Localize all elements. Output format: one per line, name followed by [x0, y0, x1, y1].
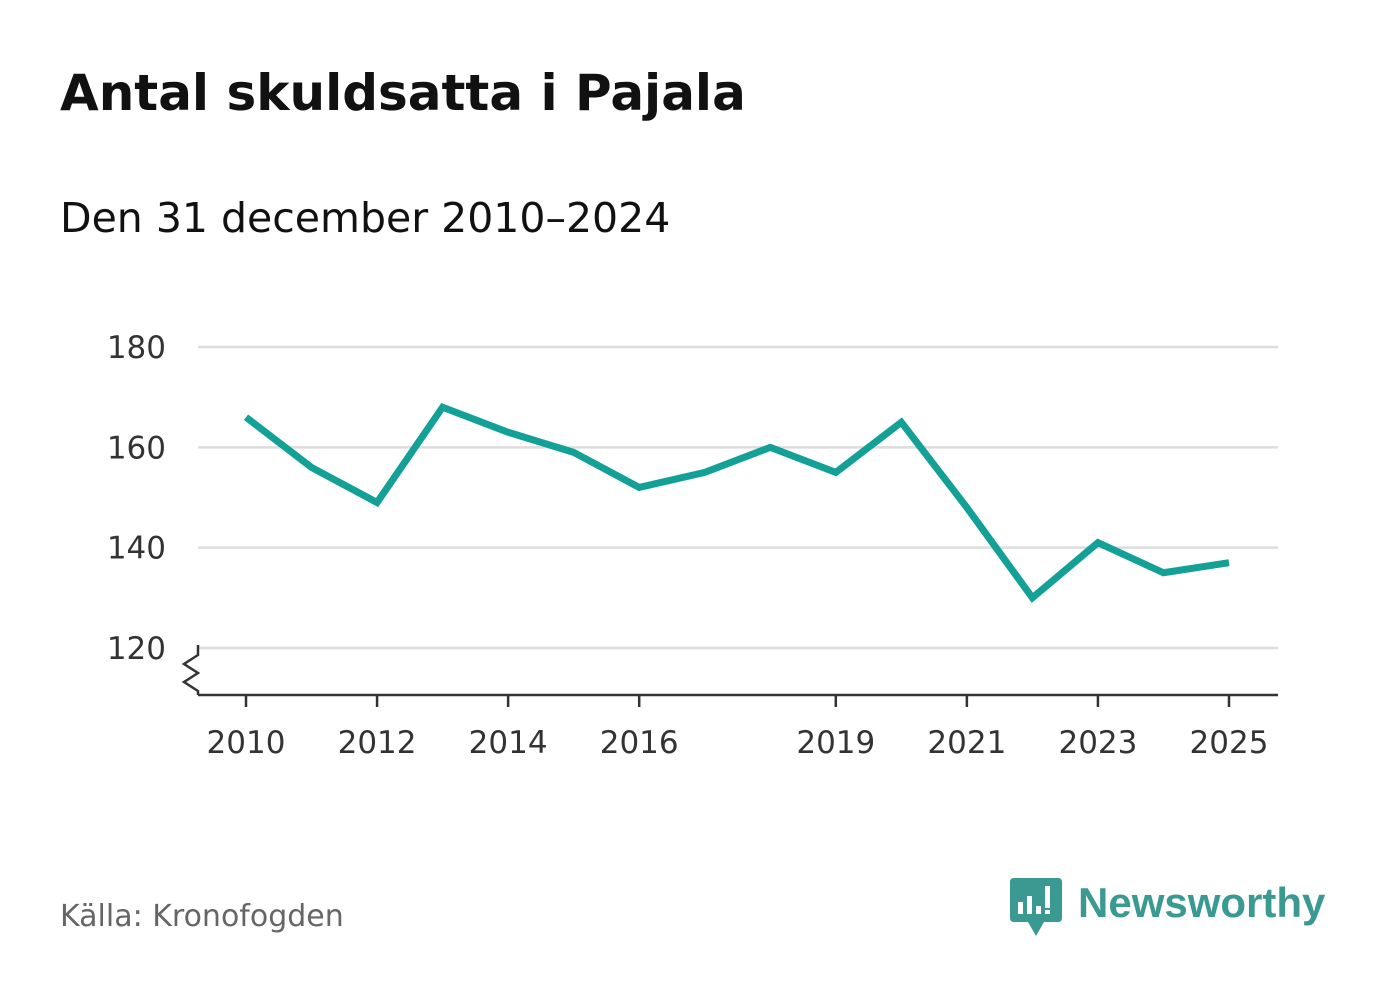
- x-axis-ticks: 2010 2012 2014 2016 2019 2021 2023 2025: [207, 695, 1269, 761]
- data-point-2014: [505, 429, 512, 436]
- data-point-2017: [701, 469, 708, 476]
- chart-title: Antal skuldsatta i Pajala: [60, 64, 746, 122]
- newsworthy-chart-icon: [1010, 878, 1062, 936]
- y-axis-break-mark: [181, 645, 201, 695]
- data-point-2016: [636, 484, 643, 491]
- data-point-2012: [374, 499, 381, 506]
- chart-subtitle: Den 31 december 2010–2024: [60, 194, 671, 242]
- newsworthy-logo: Newsworthy: [1010, 878, 1325, 942]
- data-point-2018: [767, 444, 774, 451]
- x-tick-label-2012: 2012: [338, 725, 417, 761]
- data-point-2020: [898, 419, 905, 426]
- data-point-2024: [1160, 569, 1167, 576]
- x-tick-label-2023: 2023: [1058, 725, 1137, 761]
- x-tick-label-2016: 2016: [600, 725, 679, 761]
- x-tick-label-2014: 2014: [469, 725, 548, 761]
- data-point-2021: [963, 504, 970, 511]
- y-tick-label-140: 140: [107, 531, 166, 567]
- brand-name: Newsworthy: [1078, 879, 1326, 926]
- data-point-2015: [570, 449, 577, 456]
- y-axis-ticks: 120 140 160 180: [107, 330, 166, 667]
- series-layer: [243, 402, 1233, 603]
- x-tick-label-2019: 2019: [796, 725, 875, 761]
- data-point-2010: [243, 414, 250, 421]
- y-tick-label-180: 180: [107, 330, 166, 366]
- x-tick-label-2025: 2025: [1190, 725, 1269, 761]
- data-point-2022: [1029, 594, 1036, 601]
- data-point-2023: [1094, 539, 1101, 546]
- data-point-2013: [439, 404, 446, 411]
- series-line-0: [243, 402, 1230, 603]
- gridlines: [198, 345, 1278, 650]
- data-point-2011: [308, 464, 315, 471]
- data-point-2019: [832, 469, 839, 476]
- x-tick-label-2021: 2021: [927, 725, 1006, 761]
- data-point-2025: [1226, 559, 1233, 566]
- x-tick-label-2010: 2010: [207, 725, 286, 761]
- y-tick-label-160: 160: [107, 430, 166, 466]
- source-note: Källa: Kronofogden: [60, 899, 344, 934]
- y-tick-label-120: 120: [107, 631, 166, 667]
- x-axis: [181, 645, 1278, 697]
